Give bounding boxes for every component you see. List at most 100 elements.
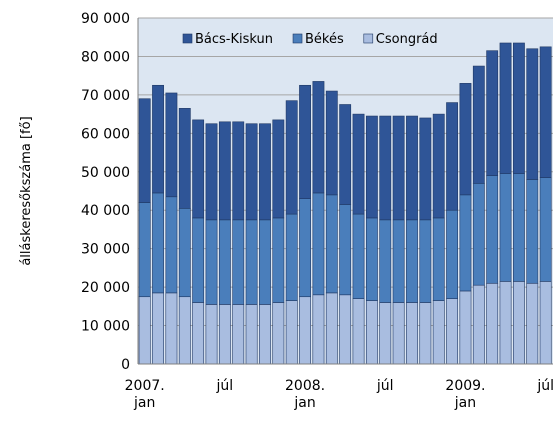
bar-segment [312, 294, 325, 365]
legend-swatch [182, 33, 193, 44]
bar-segment [539, 46, 552, 178]
bar-segment [499, 42, 512, 174]
bar-segment [272, 119, 285, 219]
bar-segment [272, 302, 285, 365]
bar-segment [513, 42, 525, 174]
bar-segment [432, 113, 445, 219]
bar-segment [272, 217, 285, 303]
bar-segment [138, 98, 151, 203]
y-tick-label: 90 000 [81, 11, 130, 27]
bar-segment [245, 304, 258, 365]
y-tick-label: 70 000 [81, 88, 130, 104]
bar-segment [138, 202, 151, 298]
bar-segment [459, 290, 472, 365]
bar-segment [312, 192, 325, 296]
bar-segment [379, 302, 392, 365]
bar-segment [472, 183, 485, 286]
bar-segment [446, 298, 459, 365]
legend-swatch [363, 33, 374, 44]
bar-segment [205, 219, 218, 305]
bar-segment [486, 50, 499, 176]
bar-segment [178, 108, 191, 209]
bar-segment [406, 115, 418, 221]
x-tick-label: júl [376, 378, 394, 394]
bar-segment [446, 102, 459, 211]
bar-segment [178, 296, 191, 365]
bar-segment [499, 281, 512, 365]
bar-segment [285, 300, 298, 365]
bar-segment [486, 282, 499, 365]
bar-segment [459, 83, 472, 196]
bar-segment [392, 302, 405, 365]
y-tick-label: 60 000 [81, 126, 130, 142]
bar-segment [218, 219, 231, 305]
bar-segment [218, 121, 231, 221]
bar-segment [526, 179, 539, 284]
bar-segment [365, 300, 378, 365]
bar-segment [526, 48, 539, 180]
legend-label: Bács-Kiskun [195, 32, 273, 47]
bar-segment [339, 104, 352, 205]
y-tick-label: 10 000 [81, 319, 130, 335]
bar-segment [406, 302, 418, 365]
bar-segment [192, 302, 205, 365]
bar-segment [432, 217, 445, 301]
bar-segment [285, 100, 298, 215]
x-tick-label: júl [216, 378, 234, 394]
bar-segment [539, 177, 552, 282]
bar-segment [325, 194, 338, 294]
y-tick-label: 80 000 [81, 49, 130, 65]
bar-segment [379, 115, 392, 221]
bar-segment [165, 292, 178, 365]
y-axis-label: álláskeresőkszáma [fő] [19, 116, 34, 265]
bar-segment [419, 302, 432, 365]
bar-segment [392, 219, 405, 303]
bar-segment [339, 294, 352, 365]
bar-segment [232, 304, 245, 365]
bar-segment [419, 117, 432, 221]
bar-segment [259, 123, 271, 221]
bar-segment [379, 219, 392, 303]
x-tick-label: 2007. jan [125, 378, 165, 411]
bar-segment [138, 296, 151, 365]
bar-segment [526, 282, 539, 365]
bar-segment [232, 219, 245, 305]
bar-segment [299, 296, 311, 365]
bar-segment [205, 123, 218, 221]
bar-segment [152, 192, 164, 294]
bar-segment [205, 304, 218, 365]
bar-segment [365, 115, 378, 219]
bar-segment [178, 208, 191, 298]
bar-segment [406, 219, 418, 303]
bar-segment [392, 115, 405, 221]
bar-segment [152, 84, 164, 194]
y-tick-label: 40 000 [81, 203, 130, 219]
x-tick-label: 2009. jan [445, 378, 485, 411]
bar-segment [432, 300, 445, 365]
bar-segment [192, 119, 205, 219]
bar-segment [352, 113, 365, 215]
bar-segment [312, 81, 325, 194]
bar-segment [513, 173, 525, 282]
bar-segment [365, 217, 378, 301]
y-tick-label: 50 000 [81, 165, 130, 181]
bar-segment [513, 281, 525, 365]
bar-segment [299, 84, 311, 199]
bar-segment [165, 92, 178, 198]
bar-segment [218, 304, 231, 365]
bar-segment [446, 209, 459, 299]
bar-segment [352, 298, 365, 365]
bar-segment [245, 219, 258, 305]
bar-segment [245, 123, 258, 221]
legend-label: Csongrád [376, 32, 438, 47]
bar-segment [499, 173, 512, 282]
bar-segment [325, 90, 338, 196]
bar-segment [352, 213, 365, 299]
bar-segment [165, 196, 178, 294]
x-tick-label: 2008. jan [285, 378, 325, 411]
bar-segment [486, 175, 499, 284]
bar-segment [192, 217, 205, 303]
legend-label: Békés [305, 32, 344, 47]
bar-segment [152, 292, 164, 365]
